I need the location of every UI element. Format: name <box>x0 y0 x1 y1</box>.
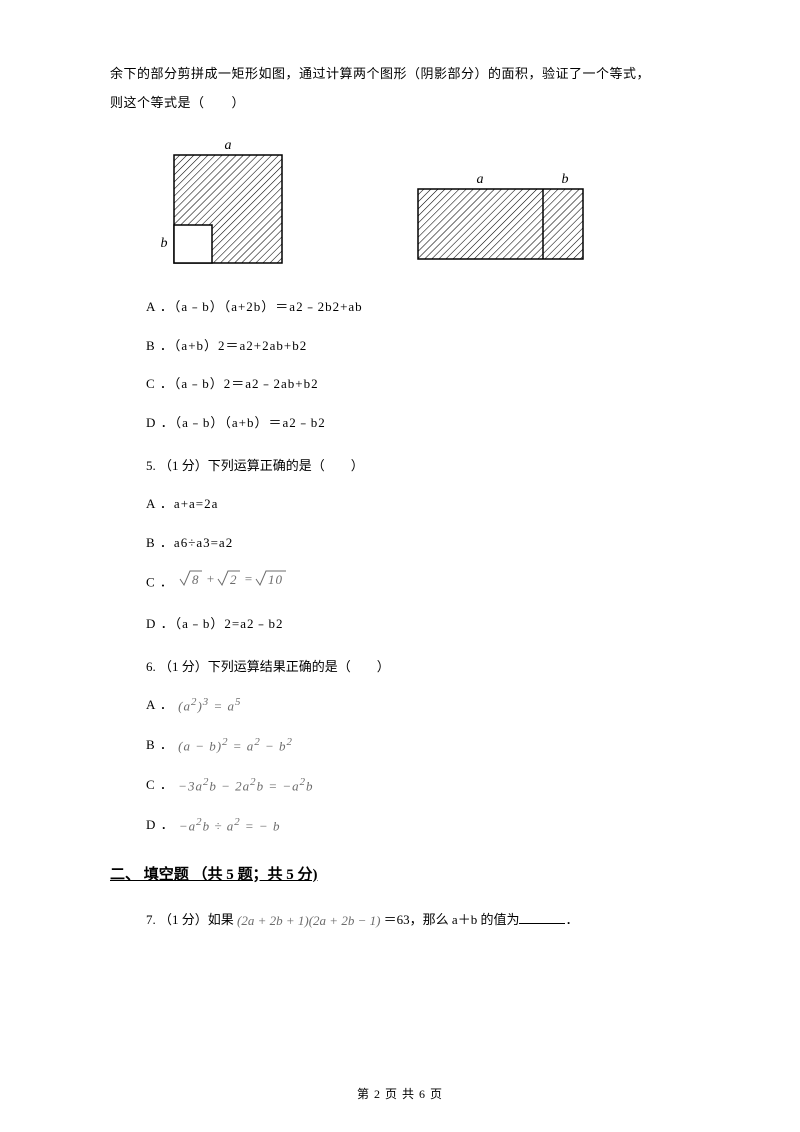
q5-option-d: D ．（a﹣b）2=a2﹣b2 <box>146 610 690 639</box>
q6-b-prefix: B ． <box>146 737 174 752</box>
figure-1-square: a b <box>150 135 310 275</box>
figure-2-rectangle: a b <box>400 163 610 275</box>
fig2-label-a: a <box>477 172 484 187</box>
q5-c-formula: 8 + 2 = 10 <box>178 567 288 600</box>
q7-formula: (2a + 2b + 1)(2a + 2b − 1) <box>237 907 380 936</box>
q4-option-a: A ．（a﹣b）（a+2b）＝a2﹣2b2+ab <box>146 293 690 322</box>
q5-c-prefix: C ． <box>146 575 174 590</box>
q7-blank <box>519 910 565 924</box>
svg-text:2: 2 <box>230 572 238 587</box>
q6-d-prefix: D ． <box>146 817 175 832</box>
q6-a-formula: (a2)3 = a5 <box>178 691 241 721</box>
q4-option-d: D ．（a﹣b）（a+b）＝a2﹣b2 <box>146 409 690 438</box>
q7-prefix: 7. （1 分）如果 <box>146 912 237 927</box>
page-footer: 第 2 页 共 6 页 <box>0 1085 800 1102</box>
q6-option-d: D ． −a2b ÷ a2 = − b <box>146 811 690 841</box>
intro-line-1: 余下的部分剪拼成一矩形如图，通过计算两个图形（阴影部分）的面积，验证了一个等式， <box>110 60 690 89</box>
q4-option-c: C ．（a﹣b）2＝a2﹣2ab+b2 <box>146 370 690 399</box>
svg-text:=: = <box>244 571 254 586</box>
fig1-label-a: a <box>225 138 232 153</box>
fig1-label-b: b <box>161 236 168 251</box>
q7-line: 7. （1 分）如果 (2a + 2b + 1)(2a + 2b − 1) ＝6… <box>146 906 690 935</box>
q6-b-formula: (a − b)2 = a2 − b2 <box>178 731 293 761</box>
q6-c-prefix: C ． <box>146 777 174 792</box>
q5-option-a: A ．a+a=2a <box>146 490 690 519</box>
svg-text:10: 10 <box>268 572 283 587</box>
section-2-heading: 二、 填空题 （共 5 题；共 5 分) <box>110 859 690 892</box>
q6-option-c: C ． −3a2b − 2a2b = −a2b <box>146 771 690 801</box>
q5-stem: 5. （1 分）下列运算正确的是（ ） <box>146 452 690 481</box>
page-content: 余下的部分剪拼成一矩形如图，通过计算两个图形（阴影部分）的面积，验证了一个等式，… <box>0 0 800 985</box>
q6-stem: 6. （1 分）下列运算结果正确的是（ ） <box>146 653 690 682</box>
q6-a-prefix: A ． <box>146 697 174 712</box>
q6-d-formula: −a2b ÷ a2 = − b <box>179 811 281 841</box>
q7-mid: ＝63，那么 a＋b 的值为 <box>380 912 519 927</box>
intro-line-2: 则这个等式是（ ） <box>110 89 690 118</box>
svg-text:8: 8 <box>192 572 200 587</box>
q6-c-formula: −3a2b − 2a2b = −a2b <box>178 771 313 801</box>
diagram-row: a b a b <box>150 135 690 275</box>
svg-text:+: + <box>206 571 216 586</box>
q6-option-b: B ． (a − b)2 = a2 − b2 <box>146 731 690 761</box>
q5-option-c: C ． 8 + 2 = 10 <box>146 567 690 600</box>
fig2-label-b: b <box>562 172 569 187</box>
q6-option-a: A ． (a2)3 = a5 <box>146 691 690 721</box>
q4-option-b: B ．（a+b）2＝a2+2ab+b2 <box>146 332 690 361</box>
q7-suffix: ． <box>565 912 578 927</box>
q5-option-b: B ．a6÷a3=a2 <box>146 529 690 558</box>
